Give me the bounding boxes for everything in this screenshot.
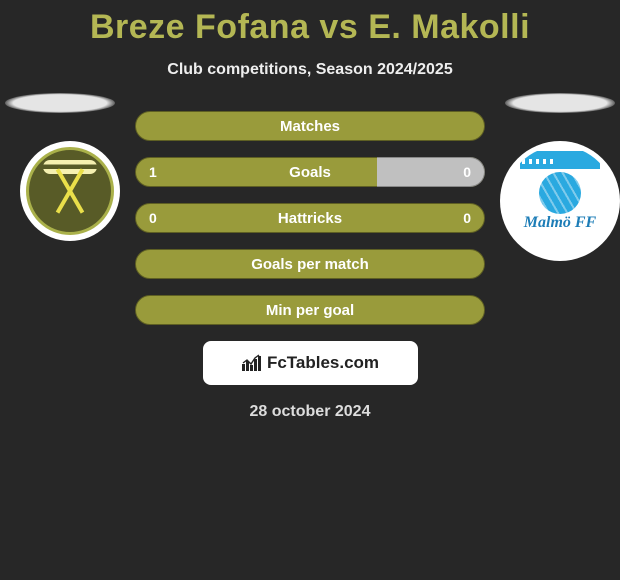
stat-row-goals: 1 Goals 0 bbox=[135, 157, 485, 187]
right-team-badge-label: Malmö FF bbox=[505, 214, 615, 232]
stat-label: Min per goal bbox=[135, 295, 485, 325]
left-team-badge bbox=[20, 141, 120, 241]
stat-row-goals-per-match: Goals per match bbox=[135, 249, 485, 279]
right-player-slot: Malmö FF bbox=[480, 93, 620, 261]
stat-label: Matches bbox=[135, 111, 485, 141]
avatar-placeholder-left bbox=[5, 93, 115, 113]
stat-label: Goals per match bbox=[135, 249, 485, 279]
stat-value-right: 0 bbox=[463, 157, 471, 187]
avatar-placeholder-right bbox=[505, 93, 615, 113]
right-team-badge: Malmö FF bbox=[500, 141, 620, 261]
subtitle: Club competitions, Season 2024/2025 bbox=[0, 61, 620, 79]
stat-rows: Matches 1 Goals 0 0 Hattricks 0 Goals pe… bbox=[135, 111, 485, 325]
brand-badge[interactable]: FcTables.com bbox=[203, 341, 418, 385]
stat-label: Goals bbox=[135, 157, 485, 187]
comparison-area: Malmö FF Matches 1 Goals 0 0 Hattricks 0… bbox=[0, 111, 620, 421]
stat-label: Hattricks bbox=[135, 203, 485, 233]
left-player-slot bbox=[0, 93, 140, 241]
date-label: 28 october 2024 bbox=[0, 403, 620, 421]
stat-row-matches: Matches bbox=[135, 111, 485, 141]
stat-row-hattricks: 0 Hattricks 0 bbox=[135, 203, 485, 233]
chart-icon bbox=[241, 354, 263, 372]
page-title: Breze Fofana vs E. Makolli bbox=[0, 0, 620, 47]
stat-value-right: 0 bbox=[463, 203, 471, 233]
stat-row-min-per-goal: Min per goal bbox=[135, 295, 485, 325]
brand-text: FcTables.com bbox=[267, 353, 379, 373]
